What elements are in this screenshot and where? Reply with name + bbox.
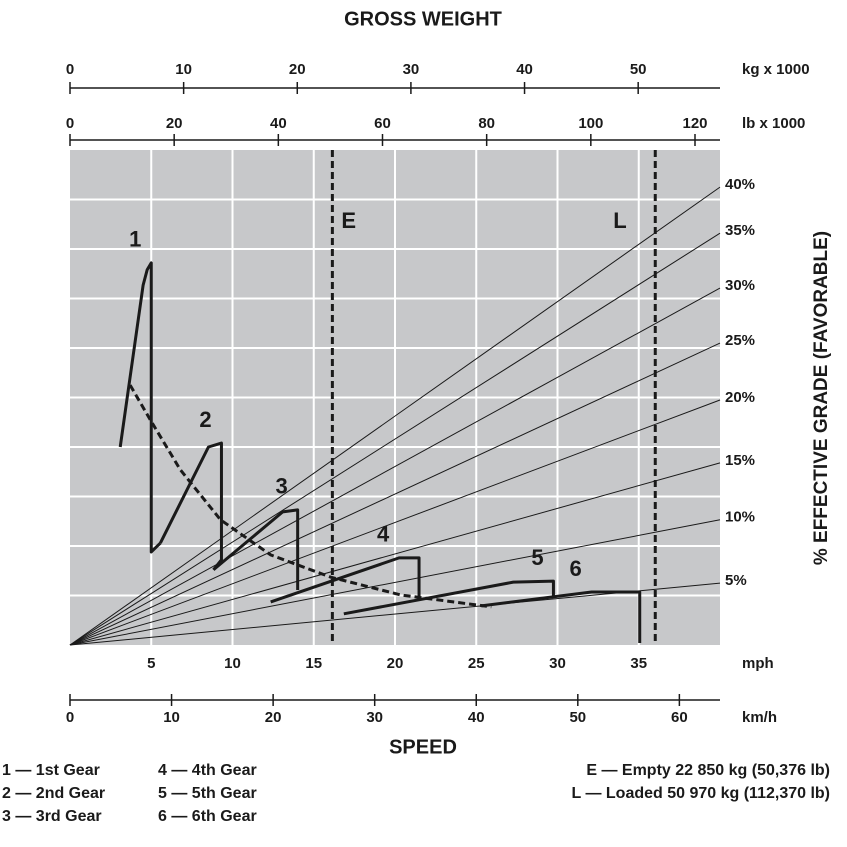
- axis-unit: km/h: [742, 709, 777, 726]
- gear-label: 4: [377, 522, 390, 547]
- dashed-curve: [128, 384, 492, 609]
- tick-label: 50: [569, 709, 586, 726]
- tick-label: 0: [66, 61, 74, 78]
- grade-line: [69, 462, 721, 646]
- weight-label: L: [613, 208, 626, 233]
- tick-label: 20: [166, 115, 183, 132]
- grade-label: 15%: [725, 452, 755, 469]
- legend-entry: 2 — 2nd Gear: [2, 785, 105, 802]
- gear-line: [159, 441, 223, 571]
- gear-label: 6: [570, 556, 582, 581]
- grade-label: 40%: [725, 176, 755, 193]
- tick-label: 10: [163, 709, 180, 726]
- axis-unit: lb x 1000: [742, 115, 805, 132]
- tick-label: 50: [630, 61, 647, 78]
- x-unit: mph: [742, 655, 774, 672]
- axis-unit: kg x 1000: [742, 61, 810, 78]
- tick-label: 10: [175, 61, 192, 78]
- grade-label: 5%: [725, 572, 747, 589]
- legend-entry: 3 — 3rd Gear: [2, 808, 102, 825]
- y-axis-title: % EFFECTIVE GRADE (FAVORABLE): [811, 231, 832, 565]
- tick-label: 30: [403, 61, 420, 78]
- tick-label: 40: [516, 61, 533, 78]
- grade-line: [69, 399, 721, 646]
- grade-line: [69, 519, 721, 646]
- x-tick-label: 20: [387, 655, 404, 672]
- grade-line: [69, 186, 721, 646]
- gear-line: [270, 556, 421, 604]
- x-tick-label: 25: [468, 655, 485, 672]
- legend-entry: L — Loaded 50 970 kg (112,370 lb): [572, 785, 830, 802]
- gear-label: 1: [129, 227, 141, 252]
- grade-line: [69, 232, 721, 646]
- tick-label: 60: [671, 709, 688, 726]
- legend-entry: 6 — 6th Gear: [158, 808, 257, 825]
- legend-entry: E — Empty 22 850 kg (50,376 lb): [586, 762, 830, 779]
- tick-label: 30: [366, 709, 383, 726]
- gear-line: [118, 261, 162, 554]
- tick-label: 80: [478, 115, 495, 132]
- x-tick-label: 15: [305, 655, 322, 672]
- legend-entry: 1 — 1st Gear: [2, 762, 100, 779]
- x-tick-label: 5: [147, 655, 155, 672]
- tick-label: 60: [374, 115, 391, 132]
- grade-label: 35%: [725, 222, 755, 239]
- tick-label: 100: [578, 115, 603, 132]
- grade-line: [69, 342, 721, 646]
- tick-label: 40: [468, 709, 485, 726]
- grade-label: 30%: [725, 277, 755, 294]
- tick-label: 0: [66, 115, 74, 132]
- legend-entry: 4 — 4th Gear: [158, 762, 257, 779]
- grade-label: 25%: [725, 332, 755, 349]
- weight-label: E: [341, 208, 356, 233]
- tick-label: 120: [682, 115, 707, 132]
- gear-label: 5: [531, 545, 543, 570]
- gear-label: 2: [199, 407, 211, 432]
- x-tick-label: 35: [630, 655, 647, 672]
- grade-line: [69, 287, 721, 646]
- tick-label: 20: [265, 709, 282, 726]
- x-tick-label: 30: [549, 655, 566, 672]
- tick-label: 0: [66, 709, 74, 726]
- gear-label: 3: [276, 474, 288, 499]
- tick-label: 20: [289, 61, 306, 78]
- x-axis-title: SPEED: [389, 736, 457, 758]
- tick-label: 40: [270, 115, 287, 132]
- grade-label: 20%: [725, 389, 755, 406]
- chart-title: GROSS WEIGHT: [344, 8, 502, 30]
- legend-entry: 5 — 5th Gear: [158, 785, 257, 802]
- x-tick-label: 10: [224, 655, 241, 672]
- gear-line: [343, 579, 555, 616]
- gear-line: [212, 508, 300, 591]
- gear-line: [481, 590, 642, 644]
- grade-label: 10%: [725, 509, 755, 526]
